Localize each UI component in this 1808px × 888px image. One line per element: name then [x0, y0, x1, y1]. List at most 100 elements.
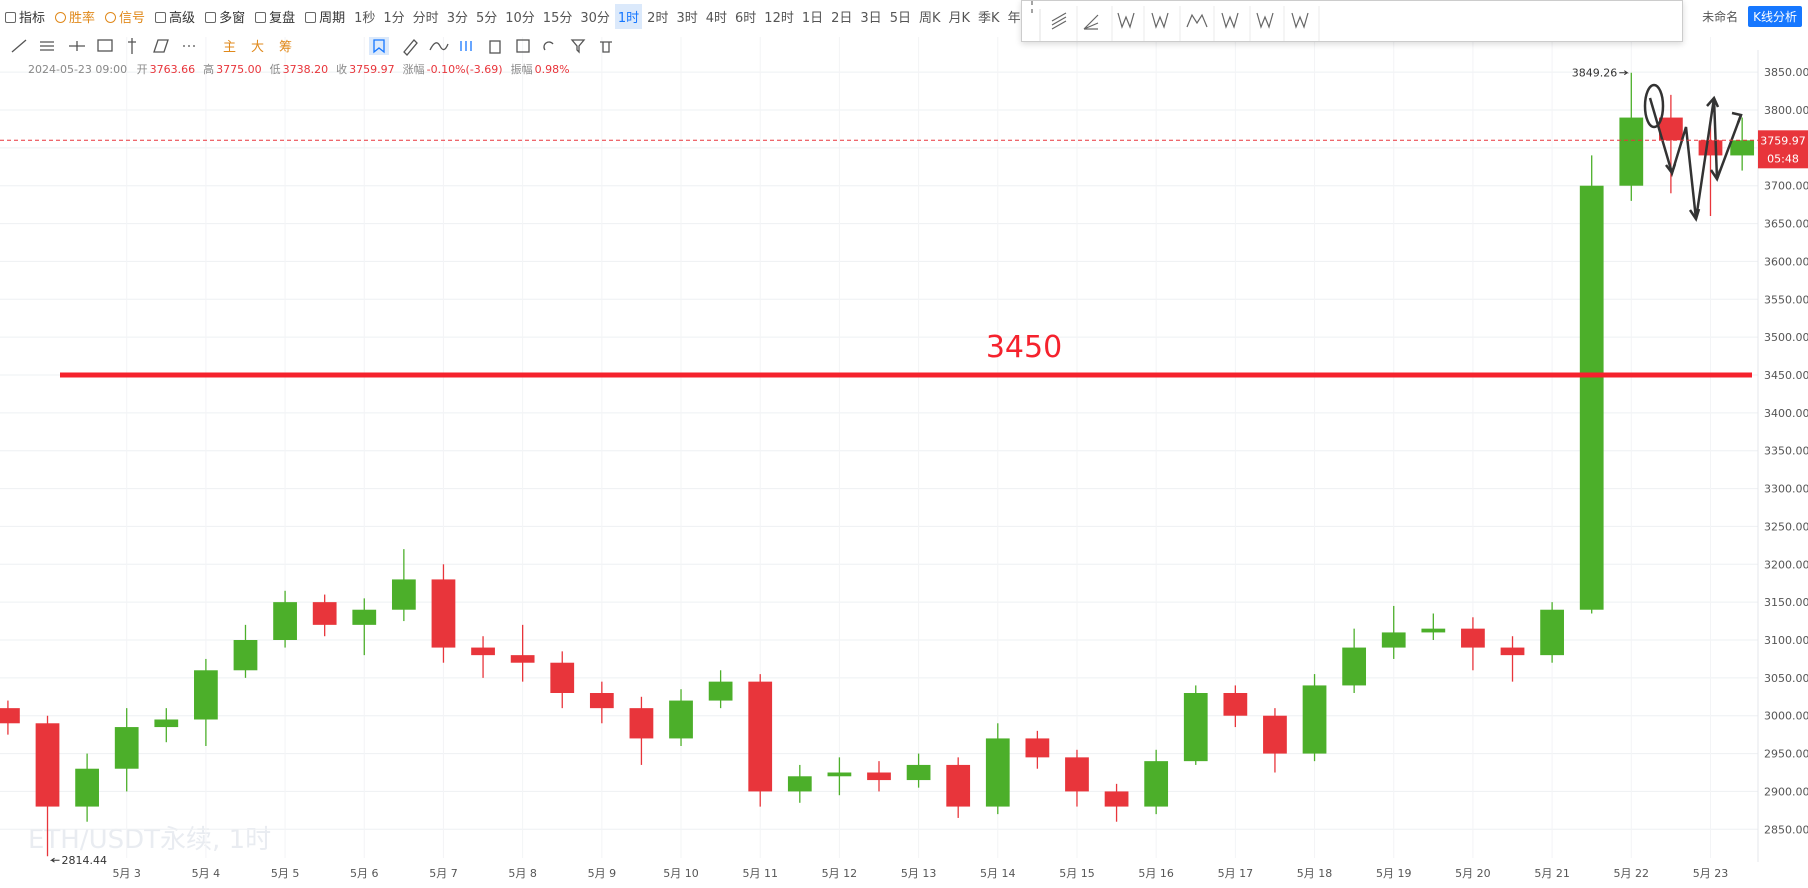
- period-button[interactable]: 10分: [505, 10, 535, 26]
- tool-lock[interactable]: [489, 40, 501, 54]
- candle-body: [352, 609, 377, 625]
- period-button[interactable]: 1分: [383, 10, 405, 26]
- candle-body: [431, 579, 456, 648]
- tool-rect[interactable]: [97, 39, 113, 52]
- toolbar-item[interactable]: 多窗: [205, 7, 245, 26]
- low-label: 2814.44: [62, 854, 108, 867]
- drawing-popup: [1021, 0, 1683, 42]
- tool-cross[interactable]: [69, 41, 85, 51]
- toolbar-item[interactable]: 信号: [105, 7, 145, 26]
- tool-bars[interactable]: [460, 41, 472, 51]
- popup-icon[interactable]: [1151, 12, 1169, 29]
- ohlc-info: 2024-05-23 09:00 开 3763.66 高 3775.00 低 3738.2…: [28, 61, 578, 77]
- y-tick-label: 3500.00: [1764, 331, 1808, 344]
- period-button[interactable]: 2日: [831, 10, 853, 26]
- toolbar-item[interactable]: 周期: [305, 7, 345, 26]
- y-tick-label: 3200.00: [1764, 558, 1808, 571]
- popup-icons: [1031, 1, 1320, 41]
- info-label: 低: [269, 63, 281, 76]
- popup-icon[interactable]: [1051, 12, 1067, 30]
- arrow-heads: [1665, 95, 1743, 222]
- candle-body: [0, 708, 20, 724]
- popup-icon[interactable]: [1256, 12, 1274, 29]
- x-tick-label: 5月 23: [1693, 867, 1729, 880]
- period-button[interactable]: 季K: [978, 10, 1000, 26]
- toolbar-item[interactable]: 复盘: [255, 7, 295, 26]
- toolbar-item[interactable]: 高级: [155, 7, 195, 26]
- popup-icon[interactable]: [1221, 12, 1239, 29]
- info-datetime: 2024-05-23 09:00: [28, 63, 128, 76]
- chart-name[interactable]: 未命名: [1702, 10, 1739, 24]
- y-tick-label: 3700.00: [1764, 180, 1808, 193]
- tool-parallel[interactable]: [153, 39, 169, 53]
- candle-body: [75, 768, 99, 807]
- candle-body: [1698, 140, 1723, 156]
- zigzag-annotation: [1648, 97, 1743, 220]
- candle-body: [1381, 632, 1406, 648]
- tool-hlines[interactable]: [40, 41, 54, 51]
- tool-line[interactable]: [11, 39, 27, 53]
- candle-body: [1619, 117, 1644, 186]
- candle-body: [1659, 117, 1683, 141]
- candle-body: [1144, 761, 1169, 807]
- y-tick-label: 3550.00: [1764, 293, 1808, 306]
- candle-body: [35, 723, 60, 807]
- period-button[interactable]: 6时: [735, 10, 757, 26]
- x-tick-label: 5月 11: [742, 867, 778, 880]
- period-button[interactable]: 5分: [475, 10, 498, 26]
- x-tick-label: 5月 13: [901, 867, 937, 880]
- popup-icon[interactable]: [1117, 12, 1135, 29]
- period-button[interactable]: 4时: [705, 10, 728, 26]
- grid: 2850.00 2900.00 2950.00 3000.00 3050.00 3100.…: [0, 37, 1808, 880]
- period-button[interactable]: 1时: [614, 3, 643, 29]
- candle-body: [312, 602, 337, 625]
- tool-bookmark[interactable]: [373, 39, 385, 54]
- period-button[interactable]: 1秒: [354, 10, 376, 26]
- indicator-toggle[interactable]: 主: [223, 40, 236, 55]
- analysis-button[interactable]: K线分析: [1748, 6, 1802, 27]
- toolbar-item[interactable]: 指标: [5, 7, 45, 26]
- period-button[interactable]: 15分: [542, 10, 573, 26]
- popup-icon[interactable]: [1291, 12, 1309, 29]
- candle-body: [273, 602, 297, 640]
- x-tick-label: 5月 9: [588, 867, 617, 880]
- tool-vline[interactable]: [128, 38, 136, 54]
- period-button[interactable]: 月K: [948, 10, 971, 26]
- candle-body: [550, 662, 575, 693]
- period-button[interactable]: 周K: [918, 10, 941, 26]
- period-button[interactable]: 30分: [580, 10, 610, 26]
- last-price: 3759.97: [1760, 134, 1806, 147]
- candle-body: [194, 670, 218, 720]
- tool-ruler[interactable]: [403, 39, 418, 56]
- indicator-toggle[interactable]: 筹: [279, 39, 292, 55]
- period-button[interactable]: 分时: [412, 10, 439, 26]
- toolbar-item[interactable]: 胜率: [55, 7, 95, 26]
- period-button[interactable]: 2时: [647, 10, 669, 26]
- period-button[interactable]: 3分: [446, 10, 468, 26]
- watermark: ETH/USDT永续, 1时: [28, 825, 271, 855]
- period-button[interactable]: 5日: [889, 10, 911, 26]
- popup-icon[interactable]: [1186, 13, 1208, 28]
- period-button[interactable]: 3时: [676, 10, 698, 26]
- candle-body: [1421, 628, 1446, 633]
- tool-magnet[interactable]: [543, 41, 554, 51]
- x-tick-label: 5月 5: [271, 867, 300, 880]
- indicator-toggle[interactable]: 大: [251, 40, 264, 55]
- tool-delete[interactable]: [600, 41, 612, 53]
- tool-pen[interactable]: [429, 42, 449, 51]
- info-value: 3738.20: [282, 63, 329, 76]
- x-tick-label: 5月 4: [192, 867, 221, 880]
- x-tick-label: 5月 16: [1138, 867, 1174, 880]
- candle-body: [985, 738, 1010, 807]
- y-tick-label: 3350.00: [1764, 445, 1808, 458]
- tool-filter[interactable]: [570, 39, 586, 54]
- tool-edit[interactable]: [516, 39, 530, 53]
- candles: [0, 72, 1755, 857]
- x-tick-label: 5月 7: [429, 867, 458, 880]
- period-button[interactable]: 1日: [801, 10, 824, 26]
- popup-icon[interactable]: [1083, 14, 1099, 30]
- period-button[interactable]: 3日: [860, 10, 882, 26]
- popup-dividers: [1076, 6, 1320, 41]
- x-tick-label: 5月 21: [1534, 867, 1570, 880]
- period-button[interactable]: 12时: [764, 10, 794, 26]
